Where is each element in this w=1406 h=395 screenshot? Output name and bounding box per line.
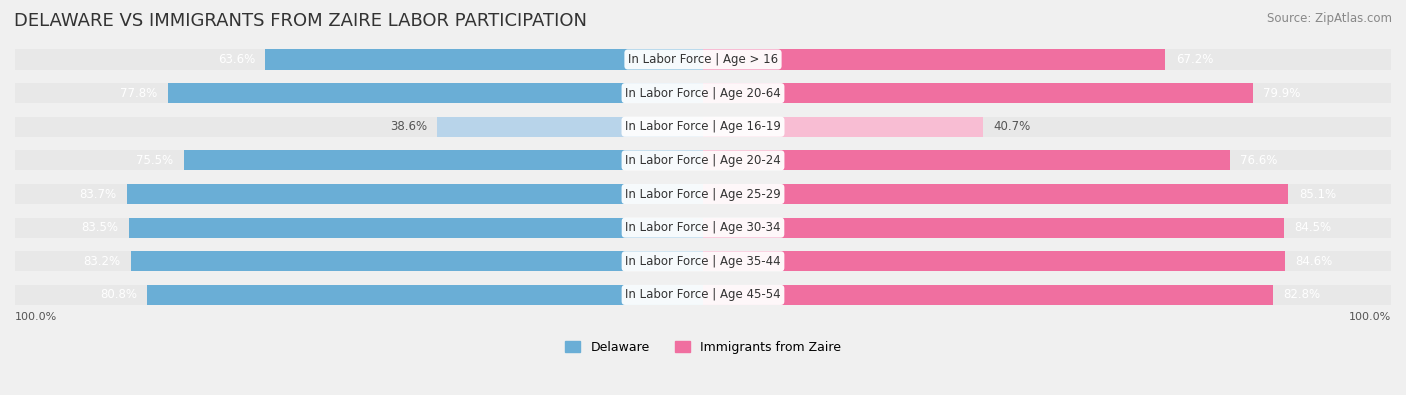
Bar xyxy=(703,218,1391,238)
Bar xyxy=(15,83,703,103)
Text: In Labor Force | Age 20-24: In Labor Force | Age 20-24 xyxy=(626,154,780,167)
Text: Source: ZipAtlas.com: Source: ZipAtlas.com xyxy=(1267,12,1392,25)
Bar xyxy=(167,83,703,103)
Bar xyxy=(15,150,703,171)
Text: 40.7%: 40.7% xyxy=(993,120,1031,133)
Bar xyxy=(703,218,1284,238)
Bar xyxy=(703,150,1230,171)
Bar xyxy=(703,117,1391,137)
Bar xyxy=(703,251,1391,271)
Bar xyxy=(15,285,703,305)
Bar xyxy=(15,218,703,238)
Bar xyxy=(703,184,1288,204)
Bar xyxy=(703,49,1391,70)
Text: 100.0%: 100.0% xyxy=(15,312,58,322)
Text: 80.8%: 80.8% xyxy=(100,288,136,301)
Text: 83.2%: 83.2% xyxy=(83,255,121,268)
Text: 84.6%: 84.6% xyxy=(1295,255,1333,268)
Bar xyxy=(148,285,703,305)
Bar xyxy=(437,117,703,137)
Text: 75.5%: 75.5% xyxy=(136,154,173,167)
Bar xyxy=(703,83,1253,103)
Bar xyxy=(131,251,703,271)
Bar xyxy=(15,251,703,271)
Text: DELAWARE VS IMMIGRANTS FROM ZAIRE LABOR PARTICIPATION: DELAWARE VS IMMIGRANTS FROM ZAIRE LABOR … xyxy=(14,12,588,30)
Text: 79.9%: 79.9% xyxy=(1263,87,1301,100)
Text: 85.1%: 85.1% xyxy=(1299,188,1336,201)
Text: In Labor Force | Age 30-34: In Labor Force | Age 30-34 xyxy=(626,221,780,234)
Text: In Labor Force | Age 25-29: In Labor Force | Age 25-29 xyxy=(626,188,780,201)
Bar xyxy=(15,117,703,137)
Text: 76.6%: 76.6% xyxy=(1240,154,1278,167)
Text: 63.6%: 63.6% xyxy=(218,53,254,66)
Bar xyxy=(703,150,1391,171)
Text: 38.6%: 38.6% xyxy=(389,120,427,133)
Bar xyxy=(15,184,703,204)
Text: 83.7%: 83.7% xyxy=(80,188,117,201)
Text: 67.2%: 67.2% xyxy=(1175,53,1213,66)
Bar xyxy=(703,285,1272,305)
Text: In Labor Force | Age 20-64: In Labor Force | Age 20-64 xyxy=(626,87,780,100)
Bar xyxy=(266,49,703,70)
Text: In Labor Force | Age 35-44: In Labor Force | Age 35-44 xyxy=(626,255,780,268)
Bar xyxy=(703,83,1391,103)
Text: 100.0%: 100.0% xyxy=(1348,312,1391,322)
Bar xyxy=(703,49,1166,70)
Text: 83.5%: 83.5% xyxy=(82,221,118,234)
Bar xyxy=(128,218,703,238)
Text: In Labor Force | Age 45-54: In Labor Force | Age 45-54 xyxy=(626,288,780,301)
Legend: Delaware, Immigrants from Zaire: Delaware, Immigrants from Zaire xyxy=(565,341,841,354)
Text: In Labor Force | Age 16-19: In Labor Force | Age 16-19 xyxy=(626,120,780,133)
Bar xyxy=(127,184,703,204)
Text: In Labor Force | Age > 16: In Labor Force | Age > 16 xyxy=(628,53,778,66)
Bar xyxy=(703,117,983,137)
Text: 82.8%: 82.8% xyxy=(1284,288,1320,301)
Bar xyxy=(703,184,1391,204)
Bar xyxy=(703,285,1391,305)
Bar xyxy=(184,150,703,171)
Bar xyxy=(703,251,1285,271)
Bar xyxy=(15,49,703,70)
Text: 77.8%: 77.8% xyxy=(120,87,157,100)
Text: 84.5%: 84.5% xyxy=(1295,221,1331,234)
